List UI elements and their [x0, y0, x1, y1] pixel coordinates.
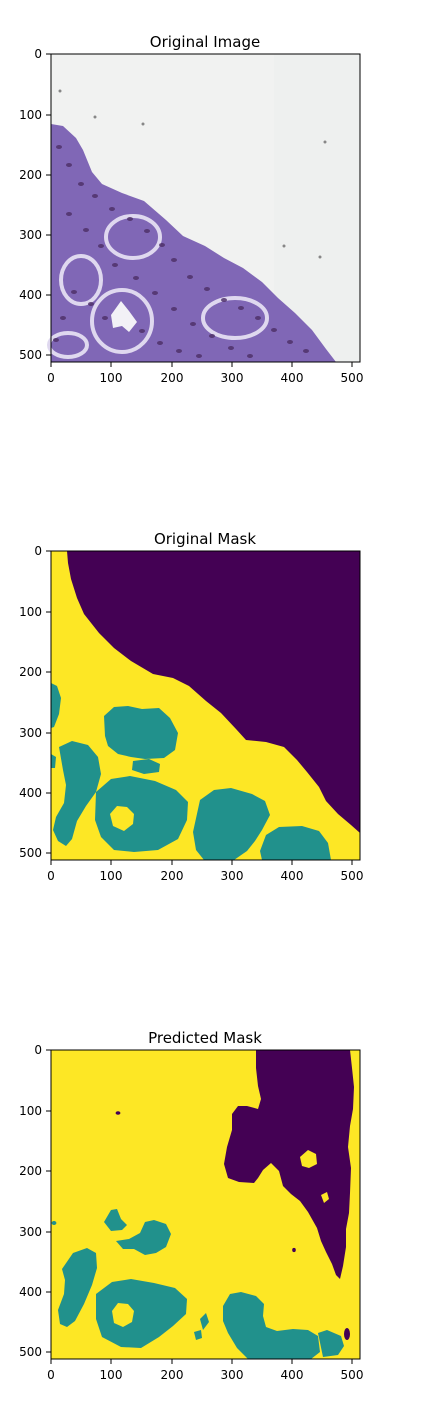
x-tick-label: 500 [341, 371, 364, 385]
original-mask-plot [50, 550, 361, 861]
y-tick-label: 500 [19, 348, 42, 362]
original-mask-y-axis: 0 100 200 300 400 500 [19, 544, 51, 860]
predicted-small-blobs [115, 1111, 350, 1340]
x-tick-label: 400 [281, 869, 304, 883]
y-tick-label: 300 [19, 228, 42, 242]
x-tick-label: 400 [281, 371, 304, 385]
original-mask-x-axis: 0 100 200 300 400 500 [47, 860, 363, 883]
y-tick-label: 200 [19, 1164, 42, 1178]
y-tick-label: 100 [19, 1104, 42, 1118]
mask-tissue-glands [51, 683, 331, 860]
x-tick-label: 200 [161, 1368, 184, 1382]
y-tick-label: 0 [34, 47, 42, 61]
predicted-mask-y-axis: 0 100 200 300 400 500 [19, 1043, 51, 1359]
y-tick-label: 400 [19, 1285, 42, 1299]
x-tick-label: 300 [221, 371, 244, 385]
predicted-yellow-island [300, 1150, 317, 1168]
nuclei [53, 145, 309, 358]
x-tick-label: 200 [161, 371, 184, 385]
y-tick-label: 500 [19, 846, 42, 860]
panel-original-mask: Original Mask 0 [0, 500, 442, 920]
predicted-mask-title: Predicted Mask [148, 1029, 262, 1047]
y-tick-label: 400 [19, 786, 42, 800]
debris-specks [58, 89, 327, 259]
y-tick-label: 400 [19, 288, 42, 302]
y-tick-label: 100 [19, 108, 42, 122]
tissue-region [51, 124, 336, 362]
original-mask-axes: Original Mask 0 [19, 530, 363, 883]
original-mask-title: Original Mask [154, 530, 256, 548]
y-tick-label: 500 [19, 1345, 42, 1359]
original-image-axes: Original Image [19, 33, 363, 385]
mask-background-region [67, 551, 360, 833]
predicted-mask-frame [50, 1049, 361, 1360]
predicted-background-region [224, 1050, 354, 1279]
y-tick-label: 100 [19, 605, 42, 619]
y-tick-label: 300 [19, 726, 42, 740]
predicted-yellow-speck [321, 1192, 329, 1203]
x-tick-label: 0 [47, 371, 55, 385]
original-image-frame [50, 53, 361, 363]
x-tick-label: 0 [47, 869, 55, 883]
x-tick-label: 300 [221, 1368, 244, 1382]
x-tick-label: 100 [100, 1368, 123, 1382]
predicted-tissue-glands [51, 1209, 344, 1359]
predicted-mask-plot [50, 1049, 361, 1360]
x-tick-label: 500 [341, 1368, 364, 1382]
panel-predicted-mask: Predicted Mask [0, 1000, 442, 1420]
predicted-mask-x-axis: 0 100 200 300 400 500 [47, 1359, 363, 1382]
x-tick-label: 500 [341, 869, 364, 883]
mask-lumen-hole [110, 806, 134, 831]
x-tick-label: 100 [100, 371, 123, 385]
y-tick-label: 0 [34, 544, 42, 558]
x-tick-label: 200 [161, 869, 184, 883]
y-tick-label: 200 [19, 168, 42, 182]
original-mask-frame [50, 550, 361, 861]
original-image-title: Original Image [150, 33, 260, 51]
central-lumen [111, 301, 137, 332]
predicted-mask-axes: Predicted Mask [19, 1029, 363, 1382]
x-tick-label: 300 [221, 869, 244, 883]
x-tick-label: 400 [281, 1368, 304, 1382]
y-tick-label: 300 [19, 1225, 42, 1239]
original-image-x-axis: 0 100 200 300 400 500 [47, 362, 363, 385]
gland-lumens [47, 214, 269, 359]
predicted-lumen-hole [112, 1303, 134, 1327]
original-image-plot [47, 53, 361, 363]
x-tick-label: 0 [47, 1368, 55, 1382]
y-tick-label: 0 [34, 1043, 42, 1057]
x-tick-label: 100 [100, 869, 123, 883]
y-tick-label: 200 [19, 665, 42, 679]
original-image-y-axis: 0 100 200 300 400 500 [19, 47, 51, 362]
panel-original-image: Original Image [0, 0, 442, 420]
